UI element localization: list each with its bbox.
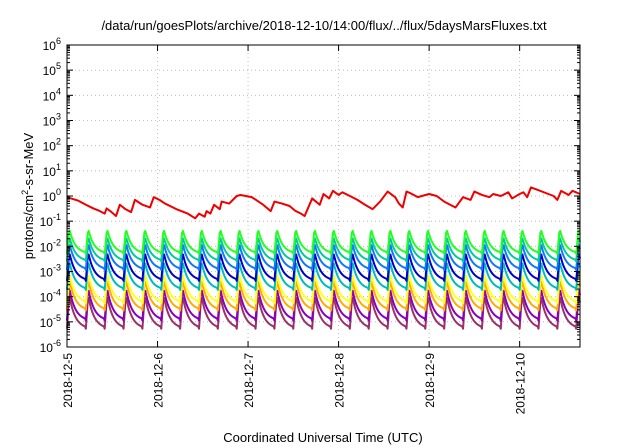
x-tick-label: 2018-12-5: [61, 353, 75, 408]
x-tick-label: 2018-12-7: [242, 353, 256, 408]
chart-title: /data/run/goesPlots/archive/2018-12-10/1…: [101, 18, 547, 33]
series-line: [66, 253, 581, 282]
y-tick-label: 104: [43, 86, 61, 103]
series-line-red: [66, 186, 581, 220]
series-line: [66, 280, 581, 312]
y-tick-label: 100: [43, 187, 61, 204]
series-line: [66, 289, 581, 322]
x-tick-label: 2018-12-6: [152, 353, 166, 408]
series-line: [66, 274, 581, 305]
y-tick-label: 10-6: [40, 338, 61, 355]
y-tick-label: 10-3: [40, 263, 61, 280]
x-tick-label: 2018-12-8: [333, 353, 347, 408]
y-axis: 10-6 10-5 10-4 10-3 10-2 10-1 100 101 102 103 104 1…: [40, 36, 580, 355]
y-axis-title: protons/cm2-s-sr-MeV: [20, 132, 36, 259]
series-line: [66, 244, 581, 271]
y-tick-label: 101: [43, 162, 61, 179]
y-tick-label: 102: [43, 137, 61, 154]
y-tick-label: 105: [43, 61, 61, 78]
series-line: [66, 237, 581, 263]
y-tick-label: 10-1: [40, 212, 61, 229]
x-axis-title: Coordinated Universal Time (UTC): [223, 430, 422, 445]
x-tick-label: 2018-12-10: [514, 353, 528, 415]
x-tick-label: 2018-12-9: [423, 353, 437, 408]
y-tick-label: 10-2: [40, 237, 61, 254]
y-tick-label: 106: [43, 36, 61, 53]
y-tick-label: 10-5: [40, 313, 61, 330]
series-line: [66, 262, 581, 291]
x-axis: 2018-12-5 2018-12-6 2018-12-7 2018-12-8 2018…: [61, 45, 528, 414]
y-tick-label: 10-4: [40, 288, 61, 305]
series-line: [66, 297, 581, 330]
series-line: [66, 229, 581, 255]
y-tick-label: 103: [43, 112, 61, 129]
series-layer: [66, 186, 581, 330]
